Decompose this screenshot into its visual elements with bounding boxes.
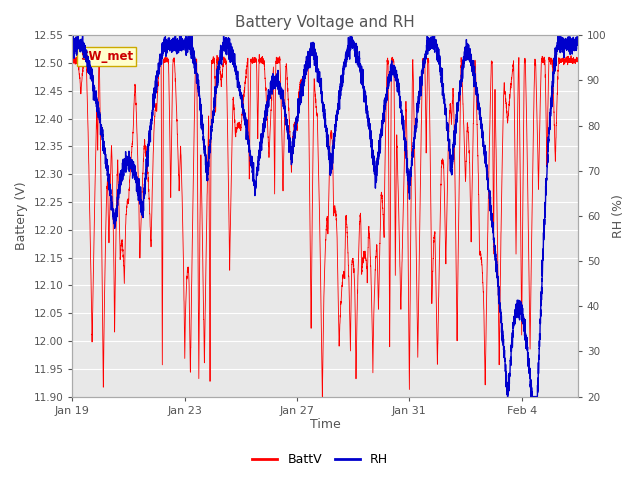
Y-axis label: Battery (V): Battery (V): [15, 181, 28, 250]
Text: SW_met: SW_met: [80, 50, 133, 63]
X-axis label: Time: Time: [310, 419, 340, 432]
Legend: BattV, RH: BattV, RH: [248, 448, 392, 471]
Title: Battery Voltage and RH: Battery Voltage and RH: [236, 15, 415, 30]
Y-axis label: RH (%): RH (%): [612, 194, 625, 238]
